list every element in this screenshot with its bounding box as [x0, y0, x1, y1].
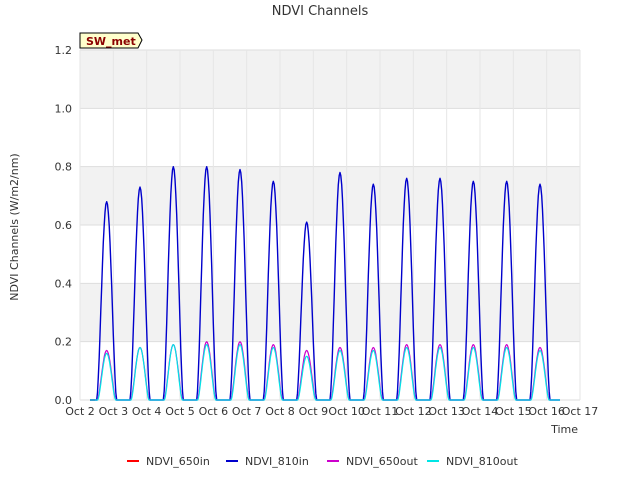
- x-tick-label: Oct 17: [562, 405, 599, 418]
- legend-label: NDVI_650in: [146, 455, 210, 468]
- y-tick-label: 0.6: [55, 219, 73, 232]
- badge-label: SW_met: [86, 35, 136, 48]
- y-tick-label: 1.0: [55, 102, 73, 115]
- y-tick-label: 0.0: [55, 394, 73, 407]
- series-layer: [90, 166, 560, 401]
- x-tick-label: Oct 2: [65, 405, 95, 418]
- background-bands: [80, 50, 580, 400]
- x-tick-label: Oct 9: [299, 405, 329, 418]
- x-tick-label: Oct 15: [495, 405, 532, 418]
- x-tick-label: Oct 14: [462, 405, 499, 418]
- x-tick-label: Oct 3: [99, 405, 129, 418]
- legend-label: NDVI_810in: [245, 455, 309, 468]
- band-2: [80, 225, 580, 284]
- x-tick-label: Oct 8: [265, 405, 295, 418]
- badge-box: [79, 32, 143, 49]
- band-5: [80, 50, 580, 109]
- x-tick-label: Oct 6: [199, 405, 229, 418]
- x-tick-labels: Oct 2 Oct 3 Oct 4 Oct 5 Oct 6 Oct 7 Oct 8 Oct 9…: [65, 405, 598, 418]
- legend-label: NDVI_810out: [446, 455, 518, 468]
- x-tick-label: Oct 13: [428, 405, 465, 418]
- band-3: [80, 166, 580, 225]
- sw-met-badge: SW_met: [79, 32, 143, 49]
- band-4: [80, 108, 580, 167]
- x-tick-label: Oct 5: [165, 405, 195, 418]
- x-tick-label: Oct 16: [528, 405, 565, 418]
- y-axis-label: NDVI Channels (W/m2/nm): [8, 153, 21, 300]
- band-0: [80, 341, 580, 400]
- x-tick-label: Oct 10: [328, 405, 365, 418]
- x-tick-label: Oct 12: [395, 405, 432, 418]
- y-tick-label: 0.4: [55, 277, 73, 290]
- y-tick-labels: 0.0 0.2 0.4 0.6 0.8 1.0 1.2: [55, 44, 73, 407]
- series-line-NDVI_810out: [90, 344, 560, 401]
- band-1: [80, 283, 580, 342]
- y-tick-label: 0.8: [55, 161, 73, 174]
- x-axis-label: Time: [550, 423, 578, 436]
- y-tick-label: 0.2: [55, 336, 73, 349]
- y-tick-label: 1.2: [55, 44, 73, 57]
- x-tick-label: Oct 4: [132, 405, 162, 418]
- x-tick-label: Oct 11: [362, 405, 399, 418]
- chart-title: NDVI Channels: [272, 4, 369, 19]
- legend-label: NDVI_650out: [346, 455, 418, 468]
- legend: NDVI_650in NDVI_810in NDVI_650out NDVI_810o…: [127, 455, 518, 468]
- x-tick-label: Oct 7: [232, 405, 262, 418]
